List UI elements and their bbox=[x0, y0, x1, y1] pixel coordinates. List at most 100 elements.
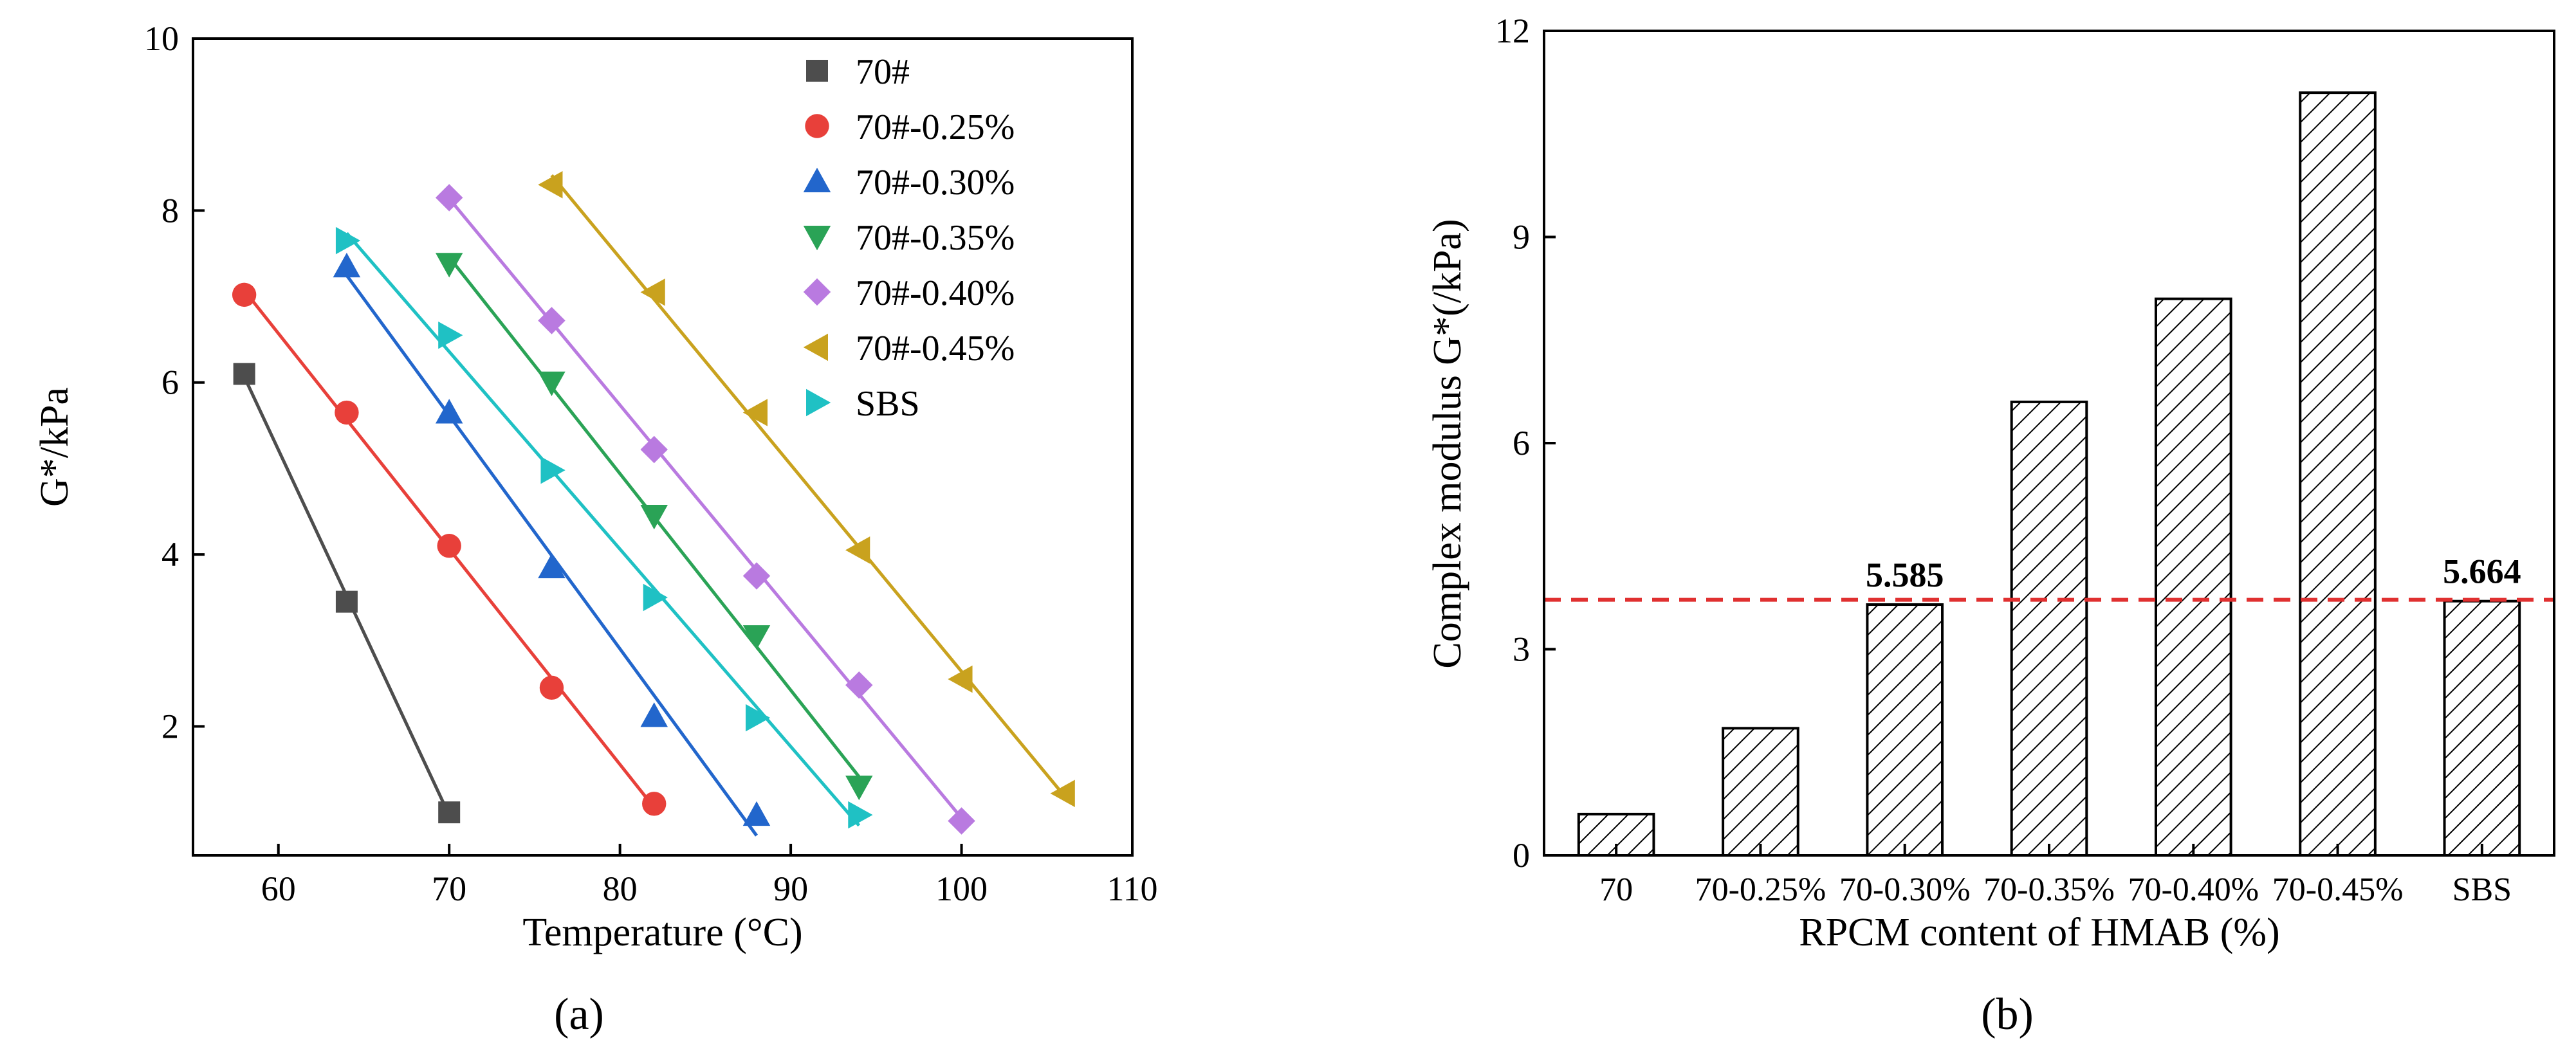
data-point-70-0-25 bbox=[232, 282, 257, 307]
y-tick-label: 10 bbox=[144, 19, 179, 58]
data-point-70-0-40 bbox=[948, 807, 975, 835]
data-point-70-0-45 bbox=[948, 665, 973, 693]
y-tick-label: 4 bbox=[161, 535, 179, 574]
y-tick-label: 2 bbox=[161, 707, 179, 745]
legend-marker-sbs bbox=[806, 388, 831, 417]
data-point-70-0-35 bbox=[742, 625, 771, 650]
bar-70-0-35 bbox=[2010, 400, 2088, 857]
data-point-70-0-35 bbox=[845, 776, 873, 801]
data-point-sbs bbox=[540, 456, 566, 484]
chart-b-x-axis-label: RPCM content of HMAB (%) bbox=[1799, 911, 2279, 954]
x-tick-label: 70-0.45% bbox=[2272, 871, 2404, 908]
legend-label: 70#-0.35% bbox=[856, 218, 1015, 258]
legend-label: 70#-0.40% bbox=[856, 273, 1015, 313]
data-point-70-0-25 bbox=[539, 675, 564, 700]
chart-b-ticks: 0 3 6 9 12 70 70-0.25% 70-0.30% 70-0.35% 70-0.40%… bbox=[1495, 12, 2512, 908]
data-point-70-0-40 bbox=[845, 671, 873, 699]
bar-70-0-25 bbox=[1722, 727, 1799, 857]
chart-b-plot-frame bbox=[1543, 30, 2555, 857]
data-point-70-0-45 bbox=[1050, 779, 1075, 807]
chart-b-panel-label: (b) bbox=[1981, 990, 2034, 1039]
fit-line-70-0-40 bbox=[448, 197, 963, 819]
fit-line-70-0-45 bbox=[550, 174, 1065, 797]
bar-sbs bbox=[2443, 599, 2521, 857]
x-tick-label: 60 bbox=[261, 869, 296, 908]
data-point-70-0-45 bbox=[845, 536, 870, 564]
y-tick-label: 0 bbox=[1513, 836, 1530, 875]
x-tick-label: 70 bbox=[1599, 871, 1633, 908]
chart-b-annotations: 5.585 5.664 bbox=[1866, 552, 2521, 594]
data-point-70-0-45 bbox=[538, 171, 563, 199]
data-point-sbs bbox=[438, 321, 463, 349]
data-point-70-0-30 bbox=[640, 702, 668, 727]
data-point-70 bbox=[233, 363, 255, 385]
chart-a-plot-frame bbox=[192, 37, 1134, 857]
data-point-70-0-45 bbox=[640, 278, 665, 306]
legend-label: 70#-0.30% bbox=[856, 163, 1015, 203]
data-point-70-0-40 bbox=[640, 435, 668, 464]
y-tick-label: 8 bbox=[161, 191, 179, 230]
data-point-70-0-25 bbox=[335, 400, 359, 425]
x-tick-label: 70 bbox=[432, 869, 466, 908]
data-point-70-0-40 bbox=[742, 562, 771, 590]
x-tick-label: 100 bbox=[935, 869, 988, 908]
data-point-sbs bbox=[746, 704, 771, 732]
chart-a: 60 70 80 90 100 110 2 4 6 8 10 70# 70#-0.25% 70#-0.3… bbox=[33, 19, 1158, 1039]
data-point-70-0-30 bbox=[435, 399, 463, 424]
legend-label: SBS bbox=[856, 384, 920, 424]
x-tick-label: 110 bbox=[1107, 869, 1158, 908]
data-point-70-0-35 bbox=[435, 253, 463, 278]
chart-b-bars bbox=[1577, 91, 2521, 857]
x-tick-label: 70-0.35% bbox=[1983, 871, 2115, 908]
legend-marker-70 bbox=[806, 60, 828, 82]
data-point-70-0-30 bbox=[333, 253, 361, 278]
data-point-70-0-40 bbox=[435, 184, 463, 212]
data-point-70 bbox=[335, 590, 358, 613]
chart-b-y-axis-label: Complex modulus G*(/kPa) bbox=[1426, 219, 1469, 668]
x-tick-label: 70-0.25% bbox=[1695, 871, 1826, 908]
chart-a-y-axis-label: G*/kPa bbox=[33, 387, 77, 507]
data-point-70-0-35 bbox=[538, 371, 566, 396]
x-tick-label: 70-0.40% bbox=[2128, 871, 2259, 908]
data-point-70-0-30 bbox=[742, 801, 771, 826]
bar-70-0-30 bbox=[1866, 603, 1944, 857]
data-point-70-0-25 bbox=[642, 792, 667, 816]
legend-marker-70-0-25 bbox=[805, 114, 829, 138]
legend-marker-70-0-30 bbox=[803, 167, 831, 192]
data-point-70 bbox=[438, 801, 461, 824]
chart-b: 0 3 6 9 12 70 70-0.25% 70-0.30% 70-0.35% 70-0.40%… bbox=[1426, 12, 2555, 1039]
chart-a-legend: 70# 70#-0.25% 70#-0.30% 70#-0.35% 70#-0.40% 7… bbox=[803, 52, 1015, 424]
chart-a-panel-label: (a) bbox=[554, 990, 604, 1039]
data-point-sbs bbox=[335, 226, 361, 255]
chart-a-ticks: 60 70 80 90 100 110 2 4 6 8 10 bbox=[144, 19, 1158, 908]
x-tick-label: SBS bbox=[2452, 871, 2512, 908]
y-tick-label: 12 bbox=[1495, 12, 1530, 50]
legend-marker-70-0-40 bbox=[803, 278, 831, 306]
x-tick-label: 90 bbox=[773, 869, 808, 908]
bar-70-0-45 bbox=[2299, 91, 2377, 857]
data-point-70-0-25 bbox=[437, 534, 461, 558]
y-tick-label: 6 bbox=[1513, 424, 1530, 462]
bar-70 bbox=[1577, 812, 1655, 857]
data-point-sbs bbox=[643, 583, 668, 612]
y-tick-label: 6 bbox=[161, 363, 179, 402]
bar-annotation: 5.664 bbox=[2443, 552, 2521, 591]
bar-annotation: 5.585 bbox=[1866, 556, 1944, 594]
legend-marker-70-0-45 bbox=[803, 333, 828, 361]
y-tick-label: 3 bbox=[1513, 630, 1530, 669]
data-point-sbs bbox=[848, 801, 873, 829]
data-point-70-0-45 bbox=[742, 399, 768, 426]
legend-label: 70#-0.45% bbox=[856, 329, 1015, 369]
legend-marker-70-0-35 bbox=[803, 226, 831, 251]
data-point-70-0-35 bbox=[640, 504, 668, 530]
bar-70-0-40 bbox=[2154, 297, 2232, 857]
legend-label: 70#-0.25% bbox=[856, 107, 1015, 147]
fit-line-sbs bbox=[345, 232, 861, 827]
x-tick-label: 70-0.30% bbox=[1839, 871, 1971, 908]
chart-a-points bbox=[232, 171, 1075, 835]
chart-a-x-axis-label: Temperature (°C) bbox=[522, 911, 802, 954]
data-point-70-0-40 bbox=[538, 307, 566, 334]
data-point-70-0-30 bbox=[538, 553, 566, 579]
y-tick-label: 9 bbox=[1513, 218, 1530, 257]
